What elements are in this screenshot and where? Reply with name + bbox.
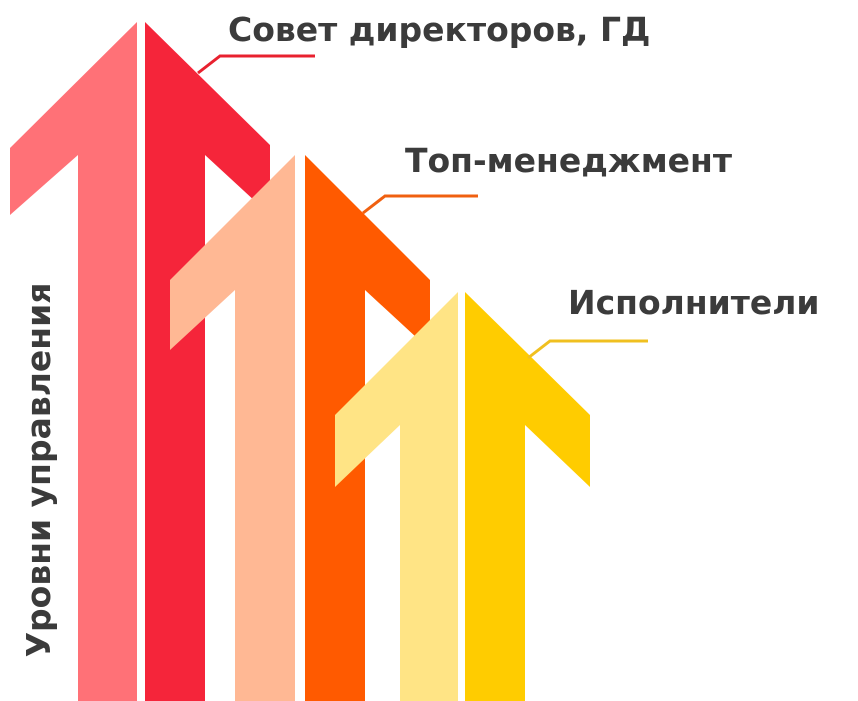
arrow-left-half	[335, 292, 458, 701]
arrow-right-half	[145, 22, 270, 701]
leader-line	[527, 339, 648, 360]
arrow-left-half	[10, 22, 137, 701]
arrow-right-half	[305, 155, 430, 701]
level-label: Топ-менеджмент	[405, 141, 732, 180]
level-label: Совет директоров, ГД	[228, 10, 650, 49]
level-label: Исполнители	[568, 283, 820, 322]
leader-line	[197, 54, 315, 75]
arrow-right-half	[465, 292, 590, 701]
axis-label: Уровни управления	[19, 283, 58, 658]
leader-line	[362, 194, 478, 215]
arrow-left-half	[170, 155, 295, 701]
